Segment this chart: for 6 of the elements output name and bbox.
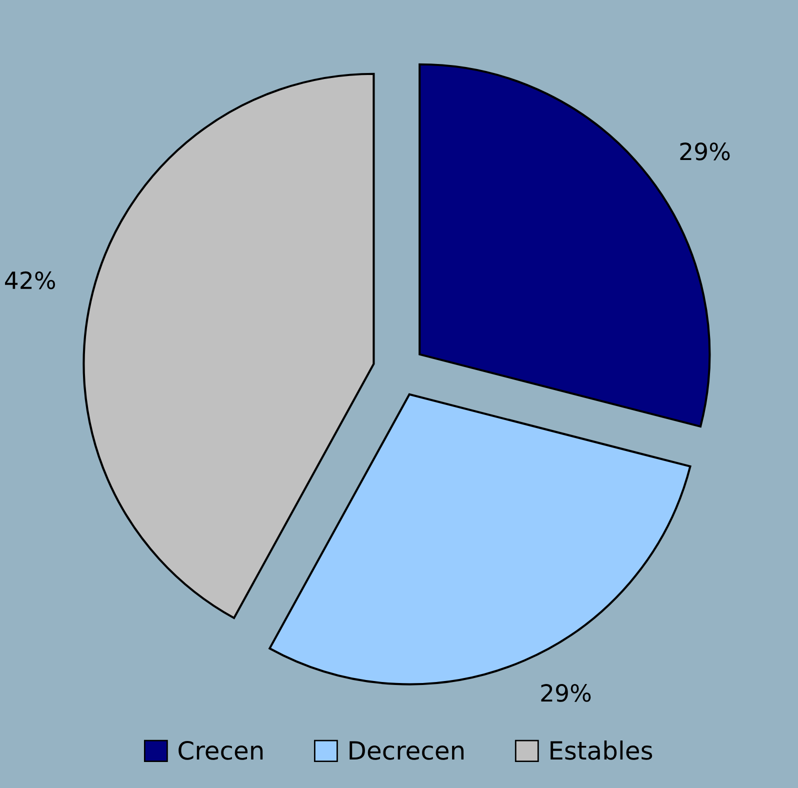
legend-label: Decrecen: [350, 741, 464, 760]
data-label: 42%: [5, 271, 56, 290]
data-label: 29%: [541, 684, 591, 702]
legend-label: Crecen: [178, 740, 263, 760]
data-label: 29%: [680, 142, 730, 160]
legend-label: Estables: [550, 740, 652, 760]
